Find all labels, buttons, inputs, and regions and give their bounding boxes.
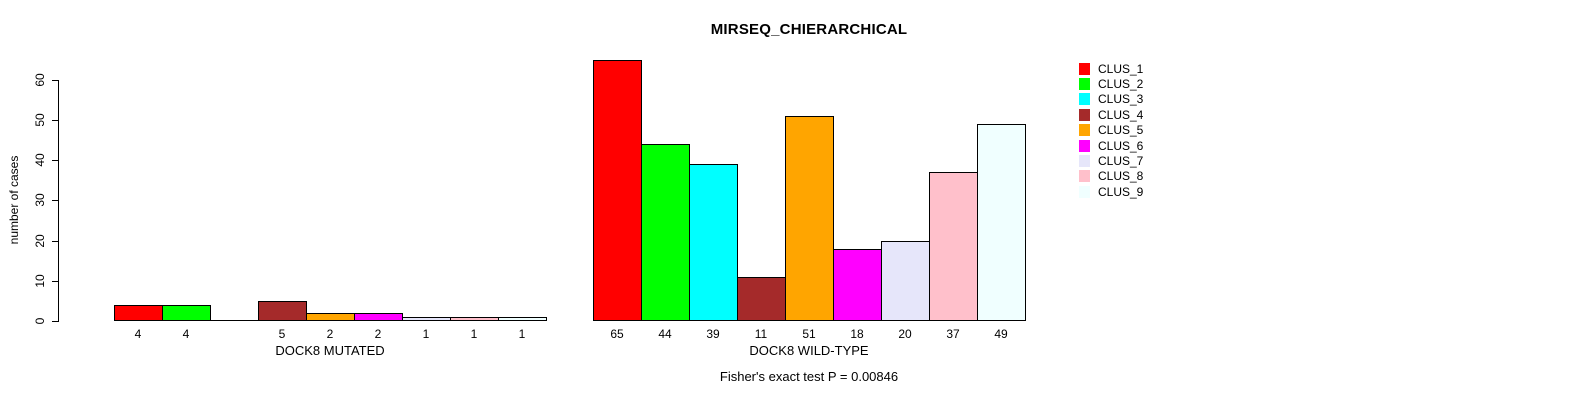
bar-value-label: 2 [326, 327, 334, 341]
legend-swatch [1079, 108, 1090, 121]
legend-row: CLUS_3 [1079, 92, 1143, 107]
legend-label: CLUS_3 [1098, 92, 1144, 107]
legend-row: CLUS_1 [1079, 61, 1143, 76]
bar-value-label: 20 [898, 327, 912, 341]
legend: CLUS_1 CLUS_2 CLUS_3 CLUS_4 CLUS_5 CLUS_6 CLUS… [1079, 61, 1143, 200]
bar [258, 301, 307, 321]
bar [785, 116, 834, 321]
legend-label: CLUS_6 [1098, 138, 1144, 153]
legend-swatch [1079, 93, 1090, 106]
bar [689, 164, 738, 321]
legend-swatch [1079, 185, 1090, 198]
legend-row: CLUS_5 [1079, 123, 1143, 138]
bar-value-label: 1 [470, 327, 478, 341]
chart-title: MIRSEQ_CHIERARCHICAL [710, 21, 908, 38]
bar [641, 144, 690, 321]
y-tick [52, 241, 58, 242]
fisher-test-note: Fisher's exact test P = 0.00846 [719, 369, 899, 384]
legend-swatch [1079, 62, 1090, 75]
y-tick-label: 40 [33, 153, 47, 167]
y-tick [52, 160, 58, 161]
y-axis-line [58, 80, 59, 322]
bar-value-label: 5 [278, 327, 286, 341]
bar [881, 241, 930, 321]
bar-value-label: 2 [374, 327, 382, 341]
y-axis-title: number of cases [7, 155, 21, 245]
bar-value-label: 18 [850, 327, 864, 341]
legend-row: CLUS_7 [1079, 153, 1143, 168]
bar-value-label: 65 [610, 327, 624, 341]
y-tick [52, 200, 58, 201]
legend-row: CLUS_4 [1079, 107, 1143, 122]
legend-label: CLUS_2 [1098, 77, 1144, 92]
bar-value-label: 1 [422, 327, 430, 341]
bar [450, 317, 499, 321]
legend-row: CLUS_9 [1079, 184, 1143, 199]
y-tick [52, 281, 58, 282]
y-tick [52, 80, 58, 81]
legend-swatch [1079, 124, 1090, 137]
bar-value-label: 11 [754, 327, 768, 341]
bar-value-label: 39 [706, 327, 720, 341]
y-tick-label: 0 [33, 317, 47, 325]
bar-value-label: 37 [946, 327, 960, 341]
legend-row: CLUS_6 [1079, 138, 1143, 153]
y-tick-label: 20 [33, 234, 47, 248]
x-group-label-wildtype: DOCK8 WILD-TYPE [749, 343, 869, 358]
legend-label: CLUS_5 [1098, 123, 1144, 138]
legend-row: CLUS_8 [1079, 169, 1143, 184]
legend-row: CLUS_2 [1079, 76, 1143, 91]
bar [737, 277, 786, 321]
bar [354, 313, 403, 321]
bar [402, 317, 451, 321]
y-tick-label: 50 [33, 113, 47, 127]
legend-label: CLUS_8 [1098, 169, 1144, 184]
bar-value-label: 4 [134, 327, 142, 341]
bar [833, 249, 882, 321]
legend-swatch [1079, 170, 1090, 183]
legend-swatch [1079, 155, 1090, 168]
bar-value-label: 49 [994, 327, 1008, 341]
bar [210, 320, 259, 321]
legend-label: CLUS_4 [1098, 107, 1144, 122]
legend-swatch [1079, 78, 1090, 91]
bar [593, 60, 642, 321]
y-tick-label: 30 [33, 193, 47, 207]
bar [114, 305, 163, 321]
bar [929, 172, 978, 321]
bar-value-label: 4 [182, 327, 190, 341]
bar [306, 313, 355, 321]
x-group-label-mutated: DOCK8 MUTATED [275, 343, 385, 358]
bar-value-label: 51 [802, 327, 816, 341]
bar [498, 317, 547, 321]
bar-value-label: 44 [658, 327, 672, 341]
bar [162, 305, 211, 321]
y-tick-label: 10 [33, 274, 47, 288]
legend-label: CLUS_9 [1098, 184, 1144, 199]
legend-swatch [1079, 139, 1090, 152]
legend-label: CLUS_1 [1098, 61, 1144, 76]
bar [977, 124, 1026, 321]
y-tick [52, 120, 58, 121]
legend-label: CLUS_7 [1098, 154, 1144, 169]
y-tick-label: 60 [33, 73, 47, 87]
bar-value-label: 1 [518, 327, 526, 341]
y-tick [52, 321, 58, 322]
